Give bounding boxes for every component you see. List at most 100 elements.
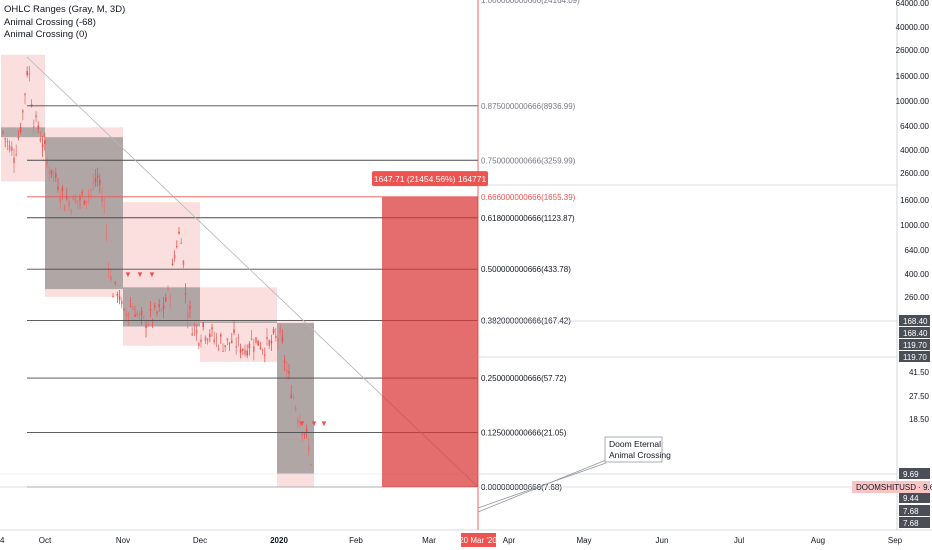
candle-body — [242, 349, 244, 351]
candle-body — [195, 329, 198, 334]
drawings: 1647.71 (21454.56%) 164771▼ ▼ ▼▼ ▼ ▼Doom Ete… — [0, 0, 897, 530]
candle-body — [37, 125, 39, 130]
candle-body — [46, 159, 48, 166]
price-tick-label: 16000.00 — [896, 72, 930, 81]
candle-body — [118, 296, 121, 301]
candle-body — [99, 179, 101, 185]
candle-body — [239, 349, 242, 353]
candle-body — [24, 93, 26, 96]
candle-body — [55, 173, 57, 178]
candle-body — [250, 338, 253, 340]
fib-level-label: 0.000000000666(7.68) — [481, 483, 562, 492]
candle-body — [204, 336, 207, 341]
candle-body — [116, 293, 119, 296]
time-tick-label: 2020 — [270, 536, 288, 545]
price-tick-label: 2600.00 — [900, 169, 929, 178]
candle-body — [257, 340, 259, 346]
candle-body — [103, 205, 105, 207]
candle-body — [13, 157, 15, 164]
callout-line-2: Animal Crossing — [609, 450, 671, 460]
candle-body — [77, 200, 79, 202]
candle-body — [30, 103, 33, 107]
callout-leader — [477, 462, 607, 509]
ohlc-range-boxes — [1, 54, 314, 487]
candle-body — [213, 339, 215, 343]
candle-body — [129, 306, 132, 308]
candle-body — [162, 304, 165, 309]
candle-body — [143, 316, 145, 318]
price-tick-label: 1600.00 — [900, 196, 929, 205]
candle-body — [158, 304, 160, 307]
candle-body — [70, 210, 72, 213]
candle-body — [39, 138, 42, 142]
fib-level-label: 0.250000000666(57.72) — [481, 374, 567, 383]
candle-body — [303, 432, 306, 434]
candle-body — [81, 191, 83, 194]
candle-body — [193, 325, 196, 327]
candle-body — [94, 177, 97, 183]
candle-body — [83, 200, 86, 205]
price-tick-label: 41.50 — [909, 368, 930, 377]
price-tick-label: 27.50 — [909, 392, 930, 401]
candle-body — [110, 276, 112, 281]
fib-level-label: 1.000000000666(24164.09) — [481, 0, 580, 5]
candle-body — [270, 340, 273, 344]
candle-body — [140, 310, 143, 316]
signal-marker: ▼ — [320, 419, 328, 428]
candle-body — [237, 337, 240, 339]
candle-body — [66, 195, 68, 200]
symbol-tag-label: DOOMSHITUSD · 9.69 — [856, 483, 932, 492]
candle-body — [145, 325, 147, 328]
candle-body — [292, 397, 295, 399]
candle-body — [138, 313, 141, 315]
candle-body — [202, 322, 204, 328]
candle-body — [231, 340, 233, 343]
fib-level-label: 0.500000000666(433.78) — [481, 265, 571, 274]
candle-body — [147, 323, 149, 326]
candle-body — [187, 312, 189, 319]
candles — [2, 66, 312, 466]
symbol-tag — [852, 481, 930, 493]
candle-body — [11, 147, 13, 151]
candle-body — [305, 428, 308, 434]
candle-body — [114, 281, 116, 283]
candle-body — [248, 343, 251, 349]
price-tag — [899, 468, 930, 479]
candle-body — [279, 327, 281, 334]
candle-body — [79, 197, 81, 200]
candle-body — [233, 329, 235, 333]
price-tag-label: 119.70 — [903, 341, 927, 350]
candle-body — [52, 171, 55, 173]
ohlc-body-box — [45, 137, 123, 290]
candle-body — [275, 335, 277, 339]
candle-body — [156, 312, 158, 314]
candle-body — [222, 350, 224, 352]
candle-body — [88, 194, 90, 196]
candle-body — [209, 333, 211, 338]
legend-animal-crossing-2[interactable]: Animal Crossing (0) — [4, 29, 88, 40]
candle-body — [28, 73, 31, 75]
candle-body — [15, 154, 17, 156]
candle-body — [253, 346, 255, 352]
fib-level-label: 0.750000000666(3259.99) — [481, 156, 576, 165]
legend-animal-crossing-1[interactable]: Animal Crossing (-68) — [4, 16, 96, 28]
candle-body — [125, 313, 127, 317]
candle-body — [134, 314, 136, 317]
candle-body — [63, 205, 66, 211]
time-tick-label: 4 — [0, 536, 5, 545]
candle-body — [154, 305, 156, 307]
legend-ohlc-ranges[interactable]: OHLC Ranges (Gray, M, 3D) — [4, 4, 126, 15]
candle-body — [149, 309, 152, 311]
candle-body — [189, 306, 191, 309]
callout-leader — [477, 459, 607, 513]
candle-body — [101, 197, 103, 203]
candle-body — [308, 446, 310, 451]
price-range-label: 1647.71 (21454.56%) 164771 — [374, 174, 487, 184]
candle-body — [35, 115, 37, 118]
price-tag — [899, 505, 930, 516]
candle-body — [59, 198, 61, 202]
time-tick-label: Jun — [656, 536, 669, 545]
candle-body — [68, 200, 70, 207]
price-tick-label: 10000.00 — [896, 97, 930, 106]
